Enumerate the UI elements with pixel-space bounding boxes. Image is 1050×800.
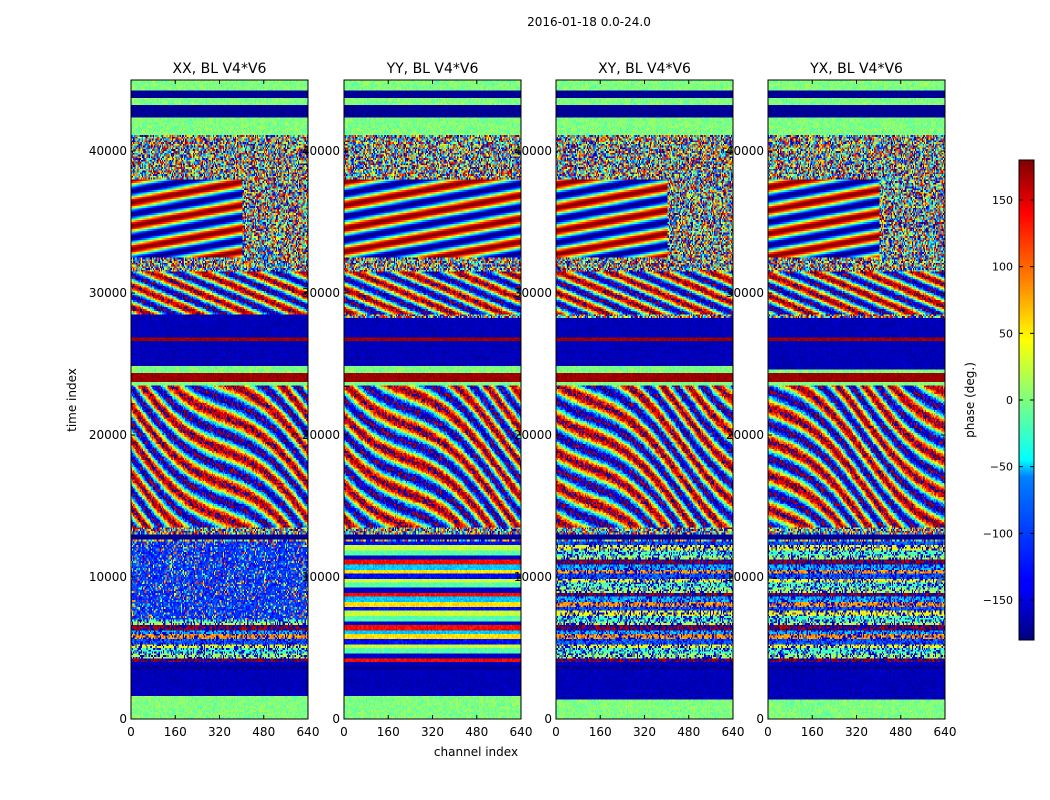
y-tick-label: 30000 [302, 286, 340, 300]
y-tick-label: 0 [119, 712, 127, 726]
colorbar-tick-label: 0 [1006, 394, 1013, 407]
x-tick-label: 160 [164, 725, 187, 739]
panel-4: YX, BL V4*V6 0 160 320 480 640 0 10000 20000 3000… [726, 61, 957, 739]
x-axis-label: channel index [434, 745, 518, 759]
panel-title: XX, BL V4*V6 [173, 61, 267, 77]
x-tick-label: 480 [889, 725, 912, 739]
panels: XX, BL V4*V6 0 160 320 480 640 0 10000 20000 3000… [89, 61, 957, 739]
x-tick-label: 0 [764, 725, 772, 739]
y-tick-label: 30000 [89, 286, 127, 300]
y-tick-label: 40000 [514, 144, 552, 158]
panel-title: YX, BL V4*V6 [809, 61, 903, 77]
x-tick-label: 320 [208, 725, 231, 739]
panel-1: XX, BL V4*V6 0 160 320 480 640 0 10000 20000 3000… [89, 61, 320, 739]
colorbar-tick-label: 100 [992, 261, 1013, 274]
y-tick-label: 40000 [726, 144, 764, 158]
colorbar-tick-label: −50 [990, 461, 1013, 474]
phase-image-3 [556, 80, 733, 719]
phase-image-4 [768, 80, 945, 719]
x-tick-label: 480 [465, 725, 488, 739]
y-tick-label: 20000 [302, 428, 340, 442]
panel-3: XY, BL V4*V6 0 160 320 480 640 0 10000 20000 3000… [514, 61, 745, 739]
y-tick-label: 40000 [89, 144, 127, 158]
y-tick-label: 20000 [514, 428, 552, 442]
y-tick-label: 10000 [302, 570, 340, 584]
colorbar: −150 −100 −50 0 50 100 150 phase (deg.) [963, 159, 1035, 641]
x-tick-label: 160 [377, 725, 400, 739]
y-tick-label: 30000 [514, 286, 552, 300]
y-tick-label: 0 [756, 712, 764, 726]
panel-title: YY, BL V4*V6 [386, 61, 479, 77]
x-tick-label: 320 [421, 725, 444, 739]
panel-2: YY, BL V4*V6 0 160 320 480 640 0 10000 20000 3000… [302, 61, 533, 739]
y-tick-label: 0 [332, 712, 340, 726]
phase-image-1 [131, 80, 308, 719]
y-tick-label: 30000 [726, 286, 764, 300]
y-tick-label: 20000 [726, 428, 764, 442]
y-tick-label: 20000 [89, 428, 127, 442]
colorbar-tick-label: −150 [983, 594, 1013, 607]
phase-image-2 [344, 80, 521, 719]
x-tick-label: 640 [297, 725, 320, 739]
x-tick-label: 320 [633, 725, 656, 739]
x-tick-label: 640 [510, 725, 533, 739]
figure-suptitle: 2016-01-18 0.0-24.0 [527, 15, 651, 29]
y-tick-label: 10000 [89, 570, 127, 584]
colorbar-tick-label: 150 [992, 194, 1013, 207]
y-axis-label: time index [65, 368, 79, 432]
colorbar-tick-label: −100 [983, 527, 1013, 540]
x-tick-label: 320 [845, 725, 868, 739]
colorbar-tick-label: 50 [999, 327, 1013, 340]
y-tick-label: 10000 [514, 570, 552, 584]
y-tick-label: 40000 [302, 144, 340, 158]
panel-title: XY, BL V4*V6 [598, 61, 691, 77]
x-tick-label: 160 [589, 725, 612, 739]
x-tick-label: 0 [340, 725, 348, 739]
x-tick-label: 0 [127, 725, 135, 739]
y-tick-label: 0 [544, 712, 552, 726]
colorbar-label: phase (deg.) [963, 362, 977, 438]
x-tick-label: 480 [677, 725, 700, 739]
colorbar-ticks: −150 −100 −50 0 50 100 150 [983, 194, 1034, 607]
x-tick-label: 0 [552, 725, 560, 739]
x-tick-label: 480 [252, 725, 275, 739]
x-tick-label: 160 [801, 725, 824, 739]
x-tick-label: 640 [722, 725, 745, 739]
y-tick-label: 10000 [726, 570, 764, 584]
x-tick-label: 640 [934, 725, 957, 739]
